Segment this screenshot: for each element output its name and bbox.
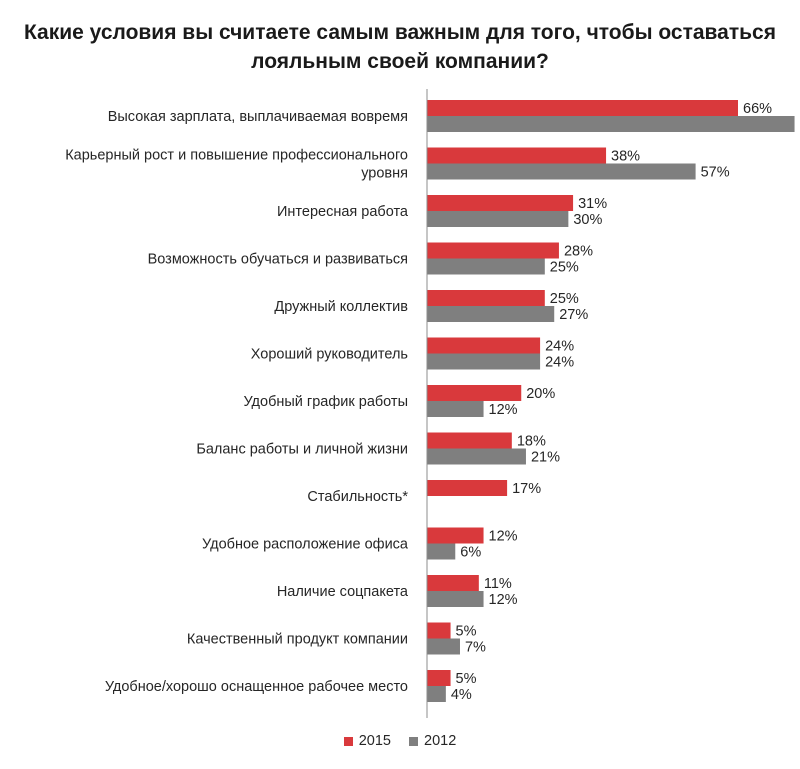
data-label-2015: 28% (564, 244, 593, 260)
category-label-line: Хороший руководитель (251, 347, 408, 363)
bar-2015 (427, 480, 508, 496)
data-label-2012: 57% (701, 165, 730, 181)
bar-2012 (427, 258, 545, 275)
category-label-line: Удобный график работы (243, 394, 408, 410)
category-label: Удобное расположение офиса (202, 537, 409, 553)
category-label: Удобный график работы (243, 394, 408, 410)
category-label-line: Интересная работа (277, 204, 409, 220)
bar-2012 (427, 401, 484, 417)
category-label: Удобное/хорошо оснащенное рабочее место (105, 679, 408, 695)
category-label: Наличие соцпакета (277, 584, 409, 600)
category-label: Хороший руководитель (251, 347, 408, 363)
data-label-2015: 11% (484, 576, 512, 592)
bar-2015 (427, 432, 512, 449)
bar-2015 (427, 575, 479, 591)
category-label-line: Дружный коллектив (274, 299, 408, 315)
data-label-2012: 30% (573, 212, 602, 228)
category-label-line: уровня (361, 166, 408, 182)
category-label-line: Наличие соцпакета (277, 584, 409, 600)
data-label-2012: 6% (460, 545, 481, 561)
data-label-2012: 25% (550, 260, 579, 276)
legend-label-2012: 2012 (424, 733, 457, 749)
category-label-line: Качественный продукт компании (187, 632, 408, 648)
data-label-2015: 38% (611, 149, 640, 165)
bar-2012 (427, 686, 446, 702)
data-label-2015: 5% (456, 624, 477, 640)
category-label: Дружный коллектив (274, 299, 408, 315)
category-label: Баланс работы и личной жизни (196, 442, 408, 458)
data-label-2012: 27% (559, 307, 588, 323)
category-label: Возможность обучаться и развиваться (148, 252, 408, 268)
category-label-line: Карьерный рост и повышение профессиональ… (65, 148, 408, 164)
bar-2012 (427, 353, 541, 370)
data-label-2015: 17% (512, 481, 541, 497)
data-label-2015: 31% (578, 196, 607, 212)
category-label-line: Высокая зарплата, выплачиваемая вовремя (108, 109, 408, 125)
data-label-2015: 25% (550, 291, 579, 307)
data-label-2012: 12% (489, 402, 518, 418)
bar-2015 (427, 147, 607, 164)
legend-swatch-2015 (343, 736, 353, 746)
bar-2015 (427, 242, 559, 259)
bar-2012 (427, 591, 484, 607)
category-label: Интересная работа (277, 204, 409, 220)
chart-legend: 2015 2012 (0, 733, 800, 749)
data-label-2015: 5% (456, 671, 477, 687)
data-label-2012: 4% (451, 687, 472, 703)
bar-2012 (427, 306, 555, 322)
bar-2012 (427, 116, 795, 132)
data-label-2015: 20% (526, 386, 555, 402)
category-label: Качественный продукт компании (187, 632, 408, 648)
category-label: Карьерный рост и повышение профессиональ… (65, 148, 408, 182)
data-label-2012: 21% (531, 450, 560, 466)
bar-2012 (427, 448, 526, 465)
data-label-2015: 24% (545, 339, 574, 355)
bar-2015 (427, 100, 738, 116)
data-label-2015: 66% (743, 101, 772, 117)
bar-2015 (427, 385, 522, 401)
bar-2012 (427, 211, 569, 227)
category-label-line: Баланс работы и личной жизни (196, 442, 408, 458)
category-label: Высокая зарплата, выплачиваемая вовремя (108, 109, 408, 125)
data-label-2012: 12% (489, 592, 518, 608)
category-label: Стабильность* (307, 489, 408, 505)
legend-swatch-2012 (409, 736, 418, 746)
bar-2012 (427, 163, 696, 180)
legend-label-2015: 2015 (358, 733, 391, 749)
data-label-2015: 12% (489, 529, 518, 545)
bar-2015 (427, 195, 574, 211)
bar-2015 (427, 337, 541, 354)
bar-2015 (427, 670, 451, 686)
bar-2015 (427, 290, 545, 306)
bar-2015 (427, 527, 484, 544)
data-label-2012: 7% (465, 640, 486, 656)
legend-item-2015: 2015 (343, 733, 391, 749)
chart-title: Какие условия вы считаете самым важным д… (23, 21, 776, 73)
bar-2012 (427, 543, 456, 560)
category-label-line: Возможность обучаться и развиваться (148, 252, 408, 268)
bar-2012 (427, 638, 460, 655)
data-label-2015: 18% (517, 434, 546, 450)
category-label-line: Стабильность* (307, 489, 408, 505)
data-label-2012: 24% (545, 355, 574, 371)
bar-2015 (427, 622, 451, 639)
bars-layer (427, 100, 795, 702)
labels-layer: Высокая зарплата, выплачиваемая вовремя 6… (65, 101, 800, 703)
legend-item-2012: 2012 (409, 733, 456, 749)
category-label-line: Удобное/хорошо оснащенное рабочее место (105, 679, 408, 695)
category-label-line: Удобное расположение офиса (202, 537, 409, 553)
